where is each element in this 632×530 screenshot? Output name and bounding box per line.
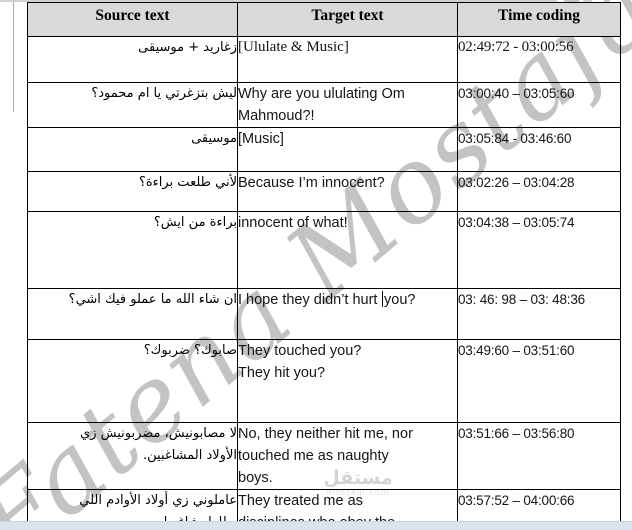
target-cell[interactable]: [Music]	[237, 127, 458, 172]
text-cursor-caret	[381, 291, 383, 307]
source-cell[interactable]: ليش بتزغرتي يا ام محمود؟	[27, 82, 238, 128]
table-row: صابوك؟ ضربوك؟ They touched you? They hit …	[27, 339, 621, 423]
target-text: I hope they didn’t hurt	[238, 292, 382, 308]
table-row: براءة من ايش؟ innocent of what! 03:04:38 –…	[27, 211, 621, 289]
target-cell[interactable]: They touched you? They hit you?	[237, 339, 458, 423]
target-text: you?	[384, 292, 416, 308]
time-cell[interactable]: 03:04:38 – 03:05:74	[457, 211, 621, 289]
subtitle-translation-table: Source text Target text Time coding زغار…	[27, 2, 621, 530]
target-cell[interactable]: I hope they didn’t hurt you?	[237, 288, 458, 340]
time-cell[interactable]: 03:05:84 - 03:46:60	[457, 127, 621, 172]
table-row: زغاريد + موسيقى [Ululate & Music] 02:49:72…	[27, 36, 621, 83]
source-cell[interactable]: موسيقى	[27, 127, 238, 172]
left-margin-line	[13, 0, 14, 112]
time-cell[interactable]: 02:49:72 - 03:00:56	[457, 36, 621, 83]
target-cell[interactable]: Why are you ululating Om Mahmoud?!	[237, 82, 458, 128]
source-cell[interactable]: لا مصابونيش، مضربونيش زي الأولاد المشاغب…	[27, 422, 238, 490]
time-cell[interactable]: 03:02:26 – 03:04:28	[457, 171, 621, 212]
table-row: لا مصابونيش، مضربونيش زي الأولاد المشاغب…	[27, 422, 621, 490]
time-cell[interactable]: 03:49:60 – 03:51:60	[457, 339, 621, 423]
top-ruler-mark	[583, 0, 592, 2]
source-cell[interactable]: زغاريد + موسيقى	[27, 36, 238, 83]
source-cell[interactable]: ان شاء الله ما عملو فيك اشي؟	[27, 288, 238, 340]
target-cell[interactable]: Because I’m innocent?	[237, 171, 458, 212]
table-row: موسيقى [Music] 03:05:84 - 03:46:60	[27, 127, 621, 172]
source-cell[interactable]: براءة من ايش؟	[27, 211, 238, 289]
target-cell[interactable]: [Ululate & Music]	[237, 36, 458, 83]
header-row: Source text Target text Time coding	[27, 2, 621, 37]
source-cell[interactable]: لأني طلعت براءة؟	[27, 171, 238, 212]
table-row: لأني طلعت براءة؟ Because I’m innocent? 03:…	[27, 171, 621, 212]
table-row: ليش بتزغرتي يا ام محمود؟ Why are you ulul…	[27, 82, 621, 128]
table-row: ان شاء الله ما عملو فيك اشي؟ I hope they …	[27, 288, 621, 340]
bottom-window-strip	[0, 521, 632, 530]
header-target-text[interactable]: Target text	[237, 2, 458, 37]
target-cell[interactable]: innocent of what!	[237, 211, 458, 289]
header-time-coding[interactable]: Time coding	[457, 2, 621, 37]
time-cell[interactable]: 03: 46: 98 – 03: 48:36	[457, 288, 621, 340]
time-cell[interactable]: 03:51:66 – 03:56:80	[457, 422, 621, 490]
header-source-text[interactable]: Source text	[27, 2, 238, 37]
top-ruler-strip	[0, 0, 557, 2]
time-cell[interactable]: 03:00:40 – 03:05:60	[457, 82, 621, 128]
target-cell[interactable]: No, they neither hit me, nor touched me …	[237, 422, 458, 490]
source-cell[interactable]: صابوك؟ ضربوك؟	[27, 339, 238, 423]
